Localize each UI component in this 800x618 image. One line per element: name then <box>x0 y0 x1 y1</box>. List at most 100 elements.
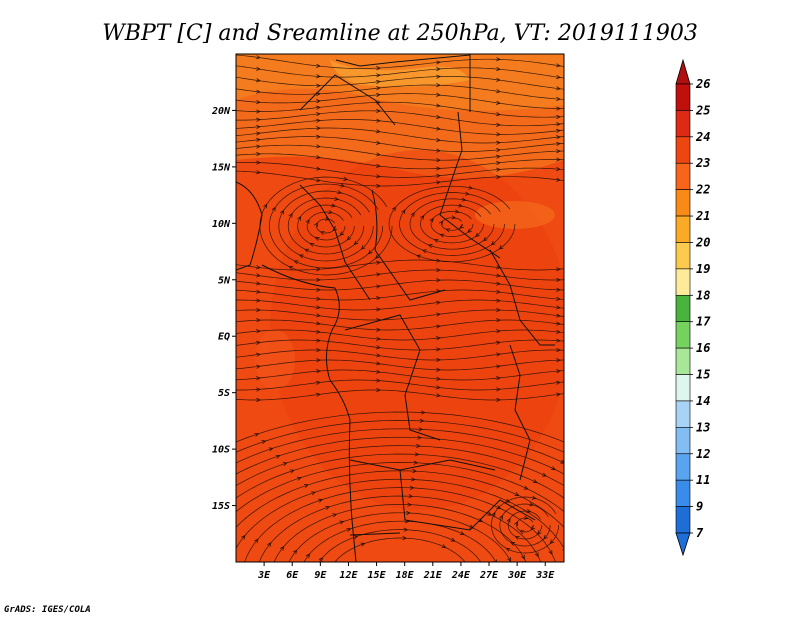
streamline <box>268 183 384 269</box>
streamline <box>507 510 543 540</box>
streamline <box>236 436 564 475</box>
streamline-arrow <box>543 534 548 540</box>
streamline-arrow <box>256 298 261 303</box>
colorbar-top-arrow <box>675 58 691 85</box>
streamline-arrow <box>316 155 321 160</box>
streamline-arrow <box>340 183 345 188</box>
streamline-arrow <box>402 535 407 541</box>
streamline-arrow <box>376 108 381 114</box>
streamline-arrow <box>376 66 381 71</box>
streamline <box>236 76 564 90</box>
streamline-arrow <box>164 513 168 517</box>
streamline-arrow <box>376 183 381 189</box>
streamline-arrow <box>496 387 501 392</box>
streamline-arrow <box>151 510 155 514</box>
colorbar-segment <box>675 242 691 270</box>
streamline-arrow <box>309 242 315 247</box>
streamline-arrow <box>436 60 441 65</box>
streamline-arrow <box>436 347 441 352</box>
streamline-arrow <box>436 103 441 108</box>
streamline-arrow <box>556 141 561 146</box>
streamline-arrow <box>346 527 352 532</box>
streamline-arrow <box>523 515 529 520</box>
streamline-arrow <box>496 132 501 137</box>
streamline-arrow <box>496 352 501 357</box>
streamline-arrow <box>576 545 579 549</box>
streamline-arrow <box>458 203 463 208</box>
streamline-arrow <box>228 532 232 536</box>
streamline-arrow <box>304 248 310 253</box>
lon-tick-label: 21E <box>423 570 443 581</box>
streamline <box>236 309 564 321</box>
lon-tick-label: 24E <box>451 570 471 581</box>
streamline-arrow <box>436 92 441 97</box>
streamline-arrow <box>459 531 465 535</box>
streamline-arrow <box>256 89 261 94</box>
colorbar-label: 25 <box>695 103 710 117</box>
streamline-arrow <box>556 313 561 318</box>
colorbar-label: 24 <box>695 130 710 144</box>
streamline <box>409 198 495 250</box>
streamline-arrow <box>530 525 536 531</box>
streamline <box>236 299 564 311</box>
colorbar-segment <box>675 268 691 296</box>
streamline-arrow <box>256 387 261 392</box>
streamline-arrow <box>475 232 480 238</box>
streamline-arrow <box>414 452 420 457</box>
streamline-arrow <box>436 385 441 390</box>
streamline <box>278 190 374 262</box>
streamline-arrow <box>376 369 381 374</box>
streamline-arrow <box>496 147 501 153</box>
streamline-arrow <box>556 128 561 133</box>
streamline-arrow <box>436 173 441 178</box>
colorbar-segment <box>675 479 691 507</box>
streamline <box>287 197 365 255</box>
streamline-arrow <box>280 209 284 215</box>
streamline-arrow <box>436 148 441 153</box>
streamline-arrow <box>498 245 504 250</box>
colorbar-segment <box>675 374 691 402</box>
colorbar-segment <box>675 215 691 243</box>
streamline <box>236 329 564 341</box>
streamline <box>236 379 564 391</box>
streamline-arrow <box>436 158 441 163</box>
colorbar-segment <box>675 294 691 323</box>
streamline-arrow <box>316 329 321 334</box>
streamline-arrow <box>288 212 293 218</box>
streamline <box>236 119 564 135</box>
streamline-arrow <box>529 502 534 507</box>
streamline-arrow <box>256 307 261 313</box>
streamline-arrow <box>496 154 501 159</box>
streamline-arrow <box>316 112 321 117</box>
lon-tick-label: 6E <box>286 570 299 581</box>
streamline-arrow <box>436 393 441 398</box>
coastline-southwest <box>261 264 357 562</box>
streamline-arrow <box>429 217 434 223</box>
streamline-arrow <box>282 462 288 467</box>
streamline-arrow <box>376 129 381 134</box>
border-east <box>439 111 501 259</box>
colorbar-label: 19 <box>696 262 710 276</box>
streamline-arrow <box>376 118 381 123</box>
streamline-arrow <box>417 435 422 440</box>
map-shading <box>151 54 662 562</box>
streamline-arrow <box>401 209 406 215</box>
streamline-arrow <box>659 531 662 535</box>
streamline-arrow <box>271 206 276 212</box>
border-great-lakes <box>489 249 555 346</box>
streamline-arrow <box>296 476 302 481</box>
streamline-arrow <box>376 174 381 179</box>
streamline-arrow <box>556 149 561 154</box>
streamline-arrow <box>436 267 441 273</box>
streamline-arrow <box>316 287 321 292</box>
streamline-arrow <box>316 338 321 343</box>
colorbar-label: 7 <box>696 526 704 540</box>
streamline-arrow <box>465 191 470 196</box>
streamline-arrow <box>256 281 261 286</box>
lon-tick-label: 9E <box>314 570 327 581</box>
streamline-arrow <box>526 508 532 513</box>
streamline-arrow <box>256 318 261 323</box>
streamline-arrow <box>514 492 520 496</box>
streamline-arrow <box>496 140 501 145</box>
